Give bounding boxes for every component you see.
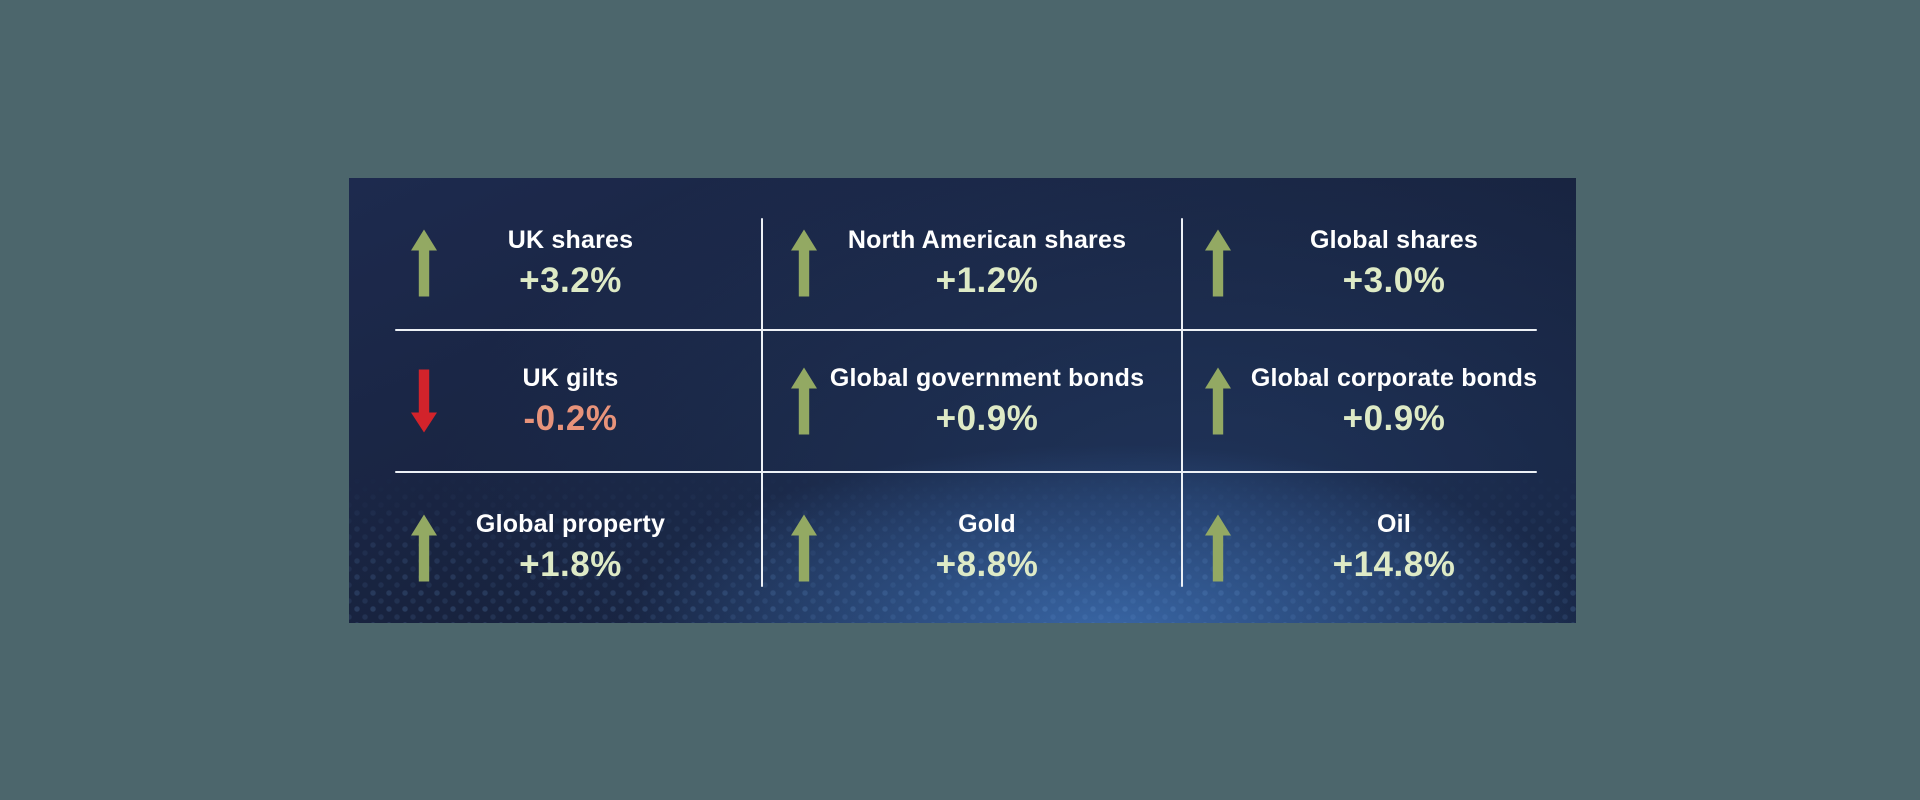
up-arrow-icon <box>1205 367 1231 435</box>
cell-global-shares: Global shares +3.0% <box>1182 178 1576 330</box>
asset-label: North American shares <box>847 225 1127 254</box>
vertical-divider-1 <box>761 218 763 587</box>
asset-value: +1.8% <box>519 545 622 585</box>
horizontal-divider-1 <box>395 329 1537 331</box>
asset-label: UK gilts <box>522 363 619 392</box>
asset-value: +14.8% <box>1332 545 1456 585</box>
asset-value: +1.2% <box>935 260 1039 300</box>
asset-label: Global government bonds <box>829 363 1145 392</box>
vertical-divider-2 <box>1181 218 1183 587</box>
cell-oil: Oil +14.8% <box>1182 472 1576 623</box>
cell-global-property: Global property +1.8% <box>349 472 762 623</box>
cell-global-government-bonds: Global government bonds +0.9% <box>762 330 1182 472</box>
up-arrow-icon <box>411 229 437 297</box>
up-arrow-icon <box>791 514 817 581</box>
asset-label: Gold <box>958 510 1016 539</box>
asset-label: Global corporate bonds <box>1250 363 1538 392</box>
asset-label: Global property <box>475 510 666 539</box>
up-arrow-icon <box>1205 514 1231 581</box>
cell-gold: Gold +8.8% <box>762 472 1182 623</box>
asset-value: +0.9% <box>935 398 1039 438</box>
asset-value: +0.9% <box>1342 398 1446 438</box>
asset-value: -0.2% <box>523 398 618 438</box>
asset-value: +3.2% <box>519 260 622 300</box>
performance-grid: UK shares +3.2% North American shares +1… <box>349 178 1576 623</box>
cell-uk-shares: UK shares +3.2% <box>349 178 762 330</box>
up-arrow-icon <box>411 514 437 581</box>
asset-label: Global shares <box>1310 225 1478 254</box>
asset-value: +3.0% <box>1342 260 1446 300</box>
asset-value: +8.8% <box>935 545 1039 585</box>
horizontal-divider-2 <box>395 471 1537 473</box>
asset-label: UK shares <box>507 225 634 254</box>
up-arrow-icon <box>791 229 817 297</box>
down-arrow-icon <box>411 369 437 433</box>
market-performance-panel: UK shares +3.2% North American shares +1… <box>349 178 1576 623</box>
asset-label: Oil <box>1377 510 1411 539</box>
up-arrow-icon <box>1205 229 1231 297</box>
cell-uk-gilts: UK gilts -0.2% <box>349 330 762 472</box>
cell-global-corporate-bonds: Global corporate bonds +0.9% <box>1182 330 1576 472</box>
cell-north-american-shares: North American shares +1.2% <box>762 178 1182 330</box>
up-arrow-icon <box>791 367 817 435</box>
